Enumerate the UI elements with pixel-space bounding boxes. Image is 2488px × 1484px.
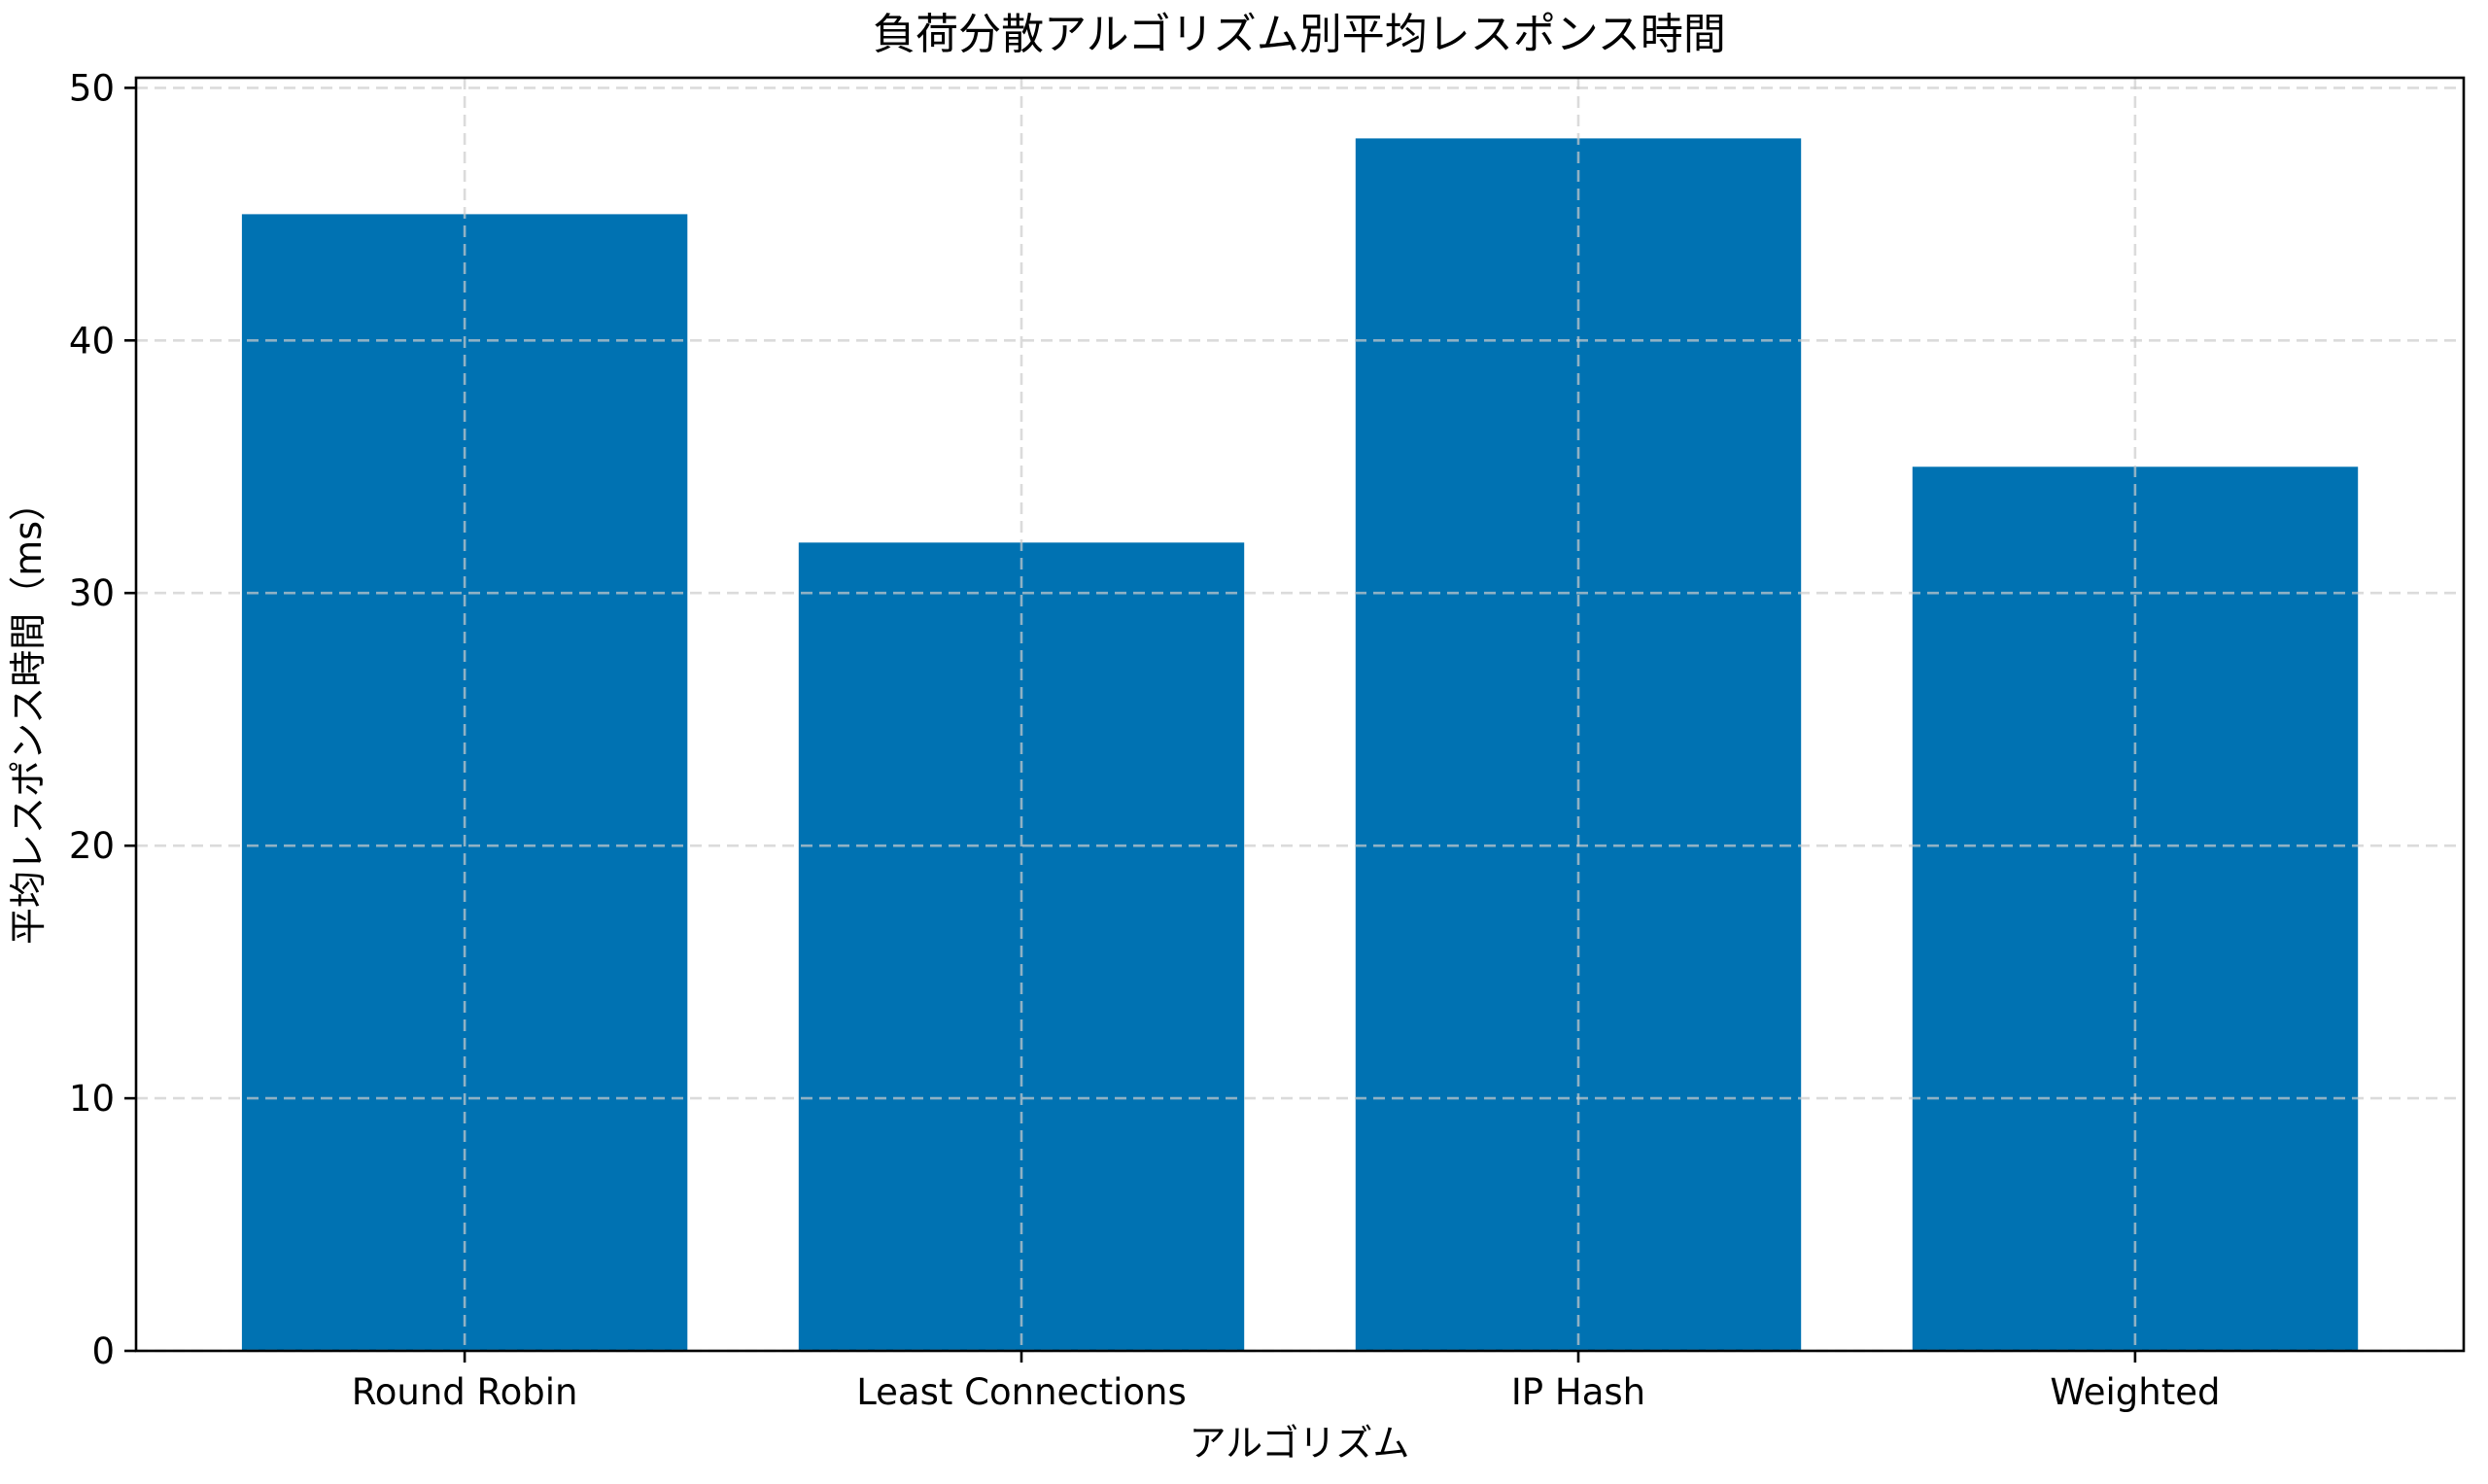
y-tick-label-30: 30 xyxy=(69,572,115,614)
x-tick-label-ip-hash: IP Hash xyxy=(1511,1371,1645,1413)
y-tick-label-40: 40 xyxy=(69,320,115,362)
x-tick-label-least-connections: Least Connections xyxy=(856,1371,1187,1413)
ticks-layer: 0 10 20 30 40 50 Round Robin Least Connections I… xyxy=(69,67,2221,1413)
bars-layer xyxy=(241,138,2359,1351)
y-tick-label-50: 50 xyxy=(69,67,115,109)
y-tick-label-20: 20 xyxy=(69,825,115,867)
axes-box xyxy=(134,76,2466,1353)
x-tick-label-weighted: Weighted xyxy=(2050,1371,2220,1413)
x-tick-label-round-robin: Round Robin xyxy=(352,1371,578,1413)
axes-spines-layer xyxy=(134,76,2466,1353)
y-tick-label-0: 0 xyxy=(91,1330,115,1372)
y-tick-label-10: 10 xyxy=(69,1078,115,1120)
chart-title: 負荷分散アルゴリズム別平均レスポンス時間 xyxy=(873,10,1726,59)
y-axis-label: 平均レスポンス時間（ms） xyxy=(7,484,50,945)
x-axis-label: アルゴリズム xyxy=(1190,1422,1410,1465)
